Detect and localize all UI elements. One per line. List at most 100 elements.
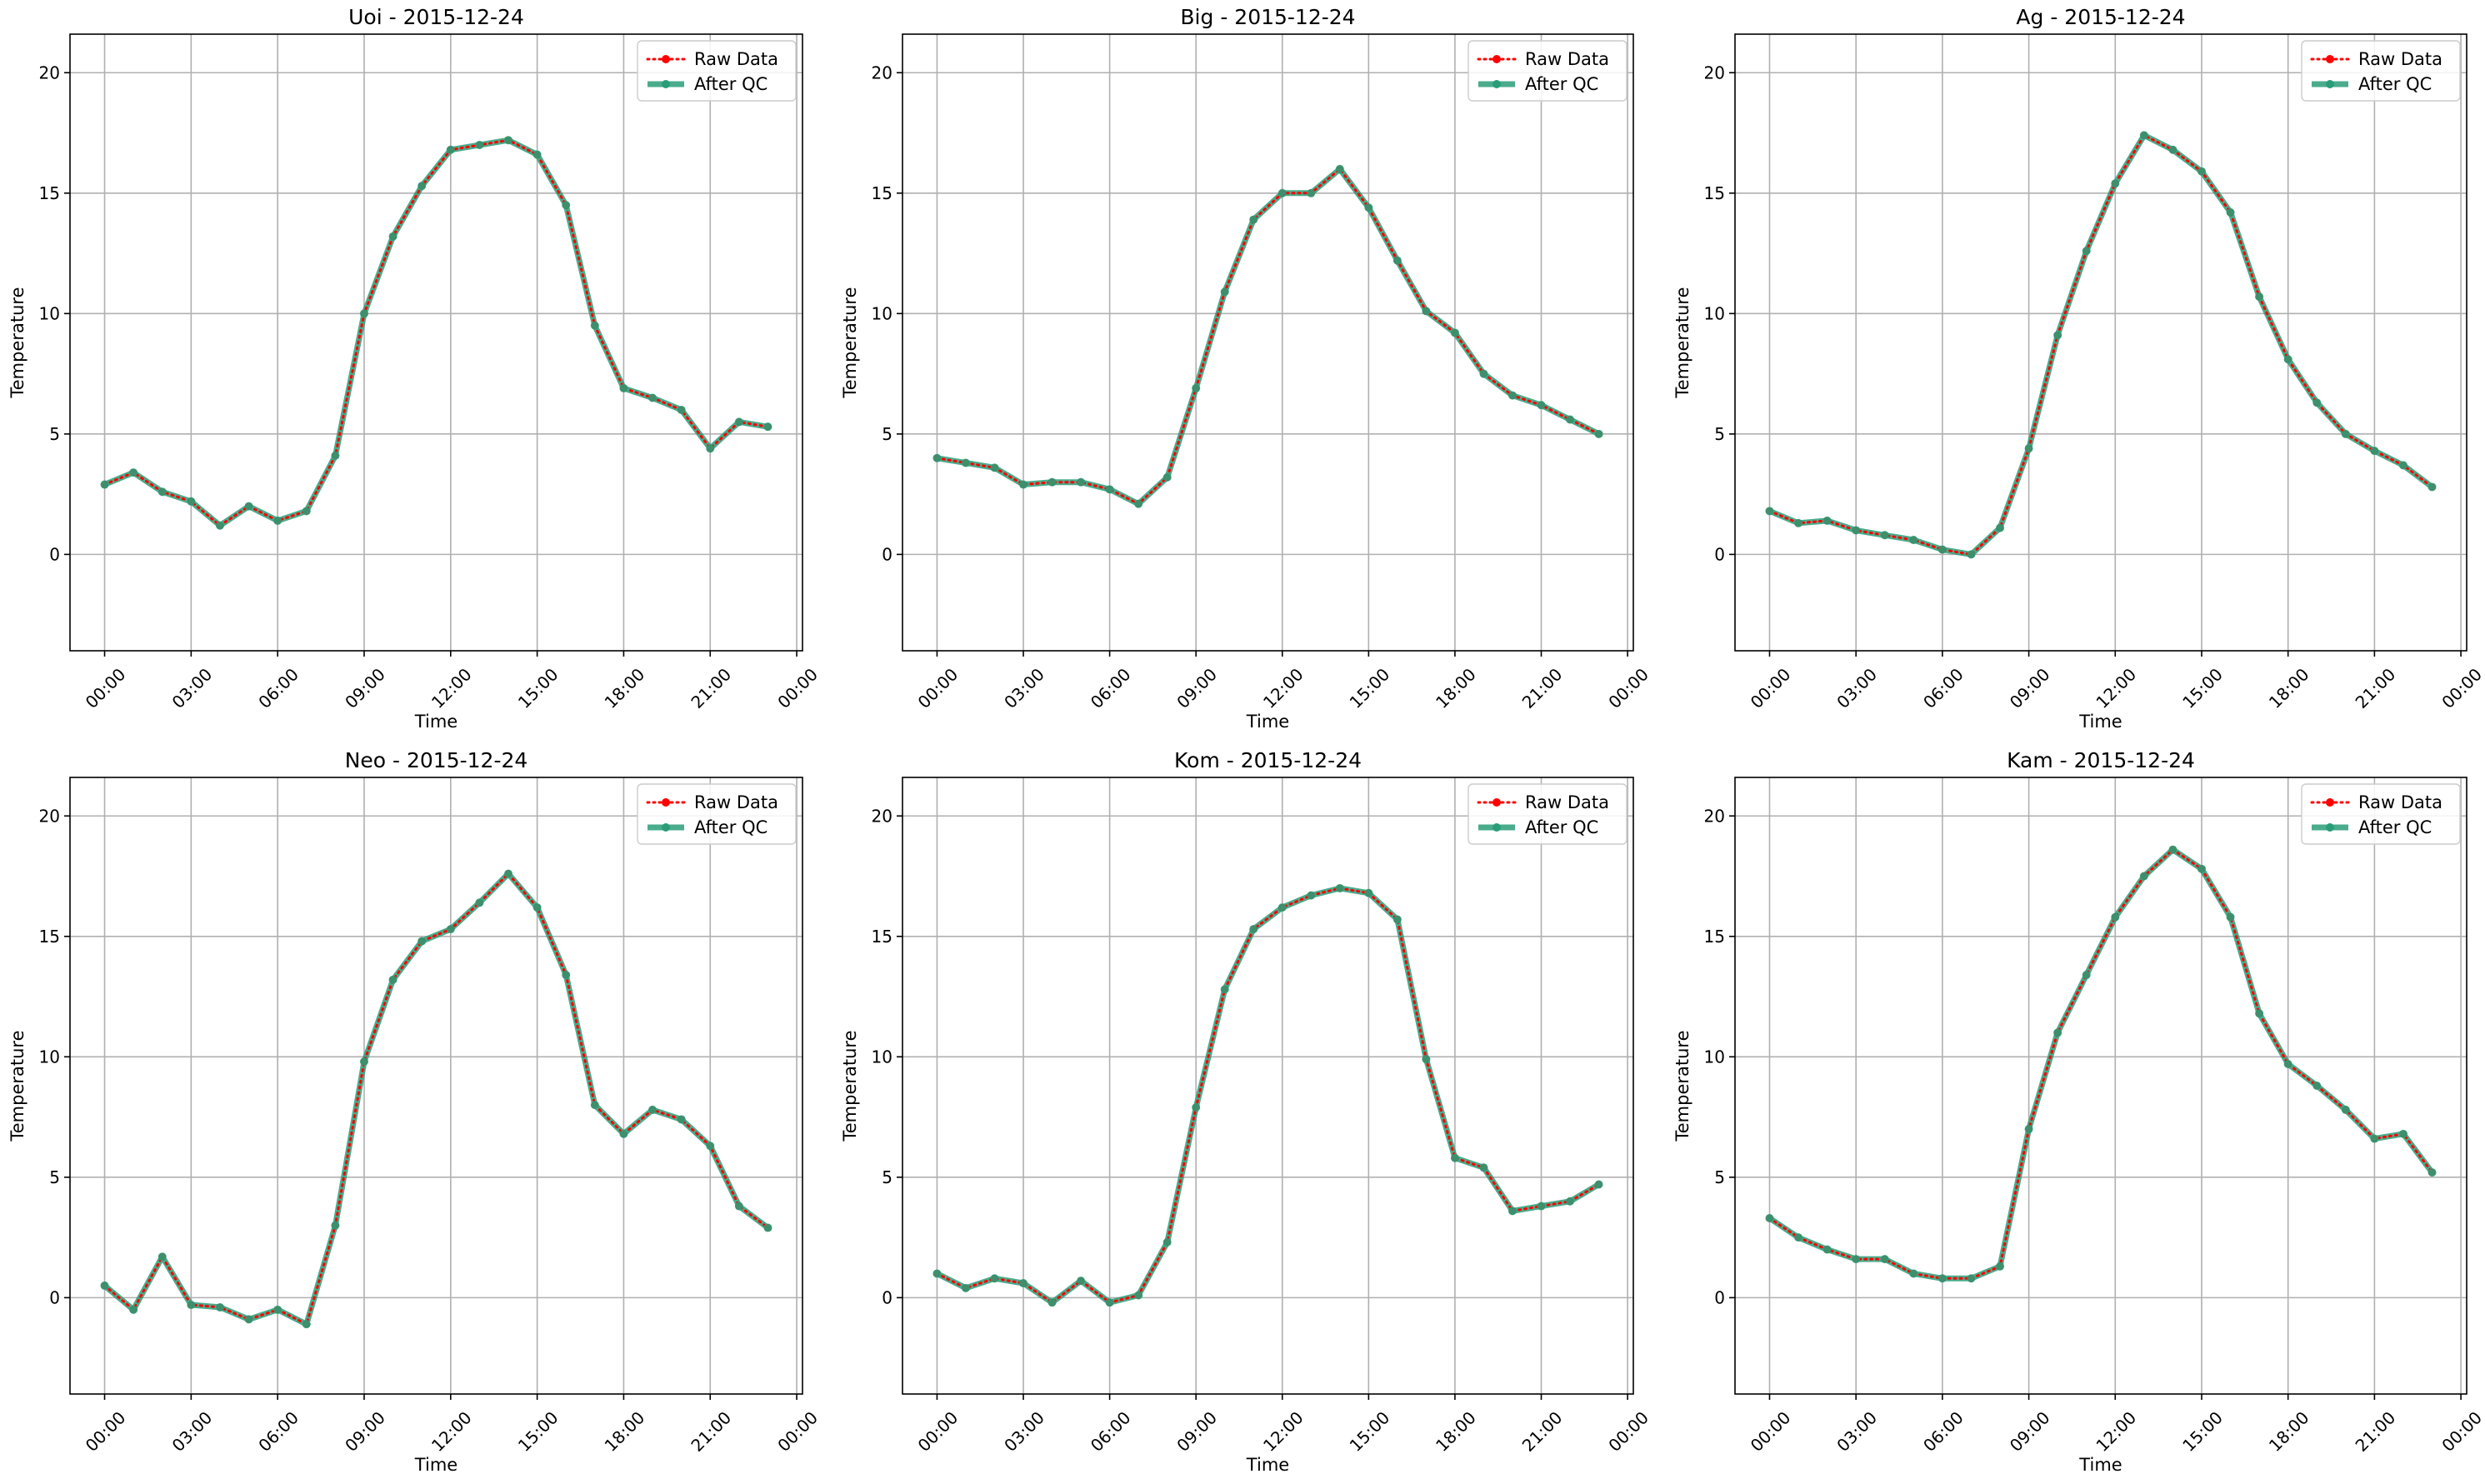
data-point-after-qc (1335, 164, 1344, 173)
x-tick-label: 15:00 (2178, 664, 2227, 712)
data-point-after-qc (2341, 429, 2350, 438)
x-tick-label: 00:00 (914, 1407, 962, 1456)
x-tick-label: 18:00 (2265, 664, 2313, 712)
chart-title: Neo - 2015-12-24 (345, 748, 528, 772)
series-line-after-qc (936, 166, 1601, 507)
y-tick-label: 10 (39, 303, 60, 323)
data-point-after-qc (2024, 444, 2033, 453)
data-point-after-qc (273, 1305, 282, 1314)
data-point-after-qc (2370, 1134, 2379, 1143)
data-point-after-qc (1278, 903, 1287, 912)
x-tick-label: 15:00 (2178, 1407, 2227, 1456)
data-point-after-qc (244, 1315, 253, 1324)
data-point-after-qc (2255, 1009, 2264, 1018)
data-point-after-qc (1594, 429, 1603, 438)
data-point-after-qc (2139, 872, 2148, 881)
legend-marker-raw-data (2326, 55, 2334, 63)
x-tick-label: 06:00 (1087, 1407, 1135, 1456)
data-point-after-qc (2312, 1082, 2322, 1090)
y-tick-label: 20 (872, 806, 892, 826)
data-point-after-qc (475, 898, 484, 907)
data-point-after-qc (215, 1302, 224, 1312)
data-point-after-qc (158, 487, 167, 497)
x-tick-label: 12:00 (428, 1407, 476, 1456)
subplot-5: 00:00 03:00 06:00 09:00 12:00 15:00 18:00 21:00… (1672, 748, 2485, 1475)
data-point-after-qc (418, 937, 427, 946)
data-point-after-qc (2168, 145, 2178, 154)
data-point-after-qc (706, 1142, 715, 1151)
data-point-after-qc (1019, 480, 1028, 489)
y-tick-label: 10 (872, 303, 892, 323)
legend-label-after-qc: After QC (2358, 817, 2432, 837)
grid (70, 34, 802, 651)
y-tick-label: 15 (872, 927, 892, 947)
x-tick-label: 00:00 (2438, 1407, 2485, 1456)
data-point-after-qc (302, 1320, 311, 1329)
x-tick-label: 18:00 (2265, 1407, 2313, 1456)
data-point-after-qc (359, 1057, 368, 1067)
data-point-after-qc (1479, 369, 1488, 378)
x-tick-label: 09:00 (341, 664, 389, 712)
y-tick-label: 10 (1704, 303, 1725, 323)
series-line-after-qc (1768, 132, 2434, 557)
y-tick-label: 20 (39, 62, 60, 82)
data-point-after-qc (244, 502, 253, 511)
legend-label-after-qc: After QC (694, 817, 768, 837)
y-axis-label: Temperature (840, 287, 860, 398)
x-tick-label: 15:00 (514, 1407, 562, 1456)
legend-marker-raw-data (1492, 55, 1501, 63)
data-point-after-qc (677, 405, 686, 414)
data-point-after-qc (590, 321, 599, 330)
series-line-raw-data (1768, 133, 2433, 557)
axes-frame (69, 33, 803, 652)
data-point-after-qc (532, 150, 542, 159)
data-point-after-qc (1880, 1255, 1889, 1264)
data-point-after-qc (763, 422, 772, 432)
y-tick-label: 0 (1714, 544, 1725, 564)
data-point-after-qc (1105, 485, 1114, 494)
y-tick-label: 5 (882, 1167, 892, 1187)
legend: Raw Data After QC (2301, 783, 2461, 845)
legend-marker-after-qc (662, 823, 670, 832)
legend-marker-raw-data (1492, 798, 1501, 807)
y-tick-label: 0 (49, 544, 60, 564)
x-tick-label: 00:00 (773, 664, 822, 712)
data-point-after-qc (2428, 482, 2437, 492)
data-point-after-qc (504, 136, 513, 145)
series-line-raw-data (935, 167, 1601, 506)
x-tick-label: 00:00 (1747, 1407, 1795, 1456)
x-axis-label: Time (414, 712, 458, 732)
data-point-after-qc (619, 383, 628, 392)
legend-label-after-qc: After QC (2358, 74, 2432, 94)
data-point-after-qc (1996, 1262, 2005, 1271)
data-point-after-qc (961, 458, 970, 467)
axes-frame (1734, 777, 2468, 1395)
data-point-after-qc (1450, 328, 1459, 337)
y-axis-label: Temperature (1672, 1030, 1692, 1142)
x-axis-label: Time (1246, 712, 1289, 732)
x-tick-label: 15:00 (1346, 664, 1394, 712)
data-point-after-qc (648, 1105, 658, 1114)
data-point-after-qc (1880, 531, 1889, 540)
y-tick-label: 5 (1714, 424, 1725, 444)
x-tick-label: 06:00 (1919, 664, 1968, 712)
chart-title: Kom - 2015-12-24 (1174, 748, 1362, 772)
chart-title: Ag - 2015-12-24 (2016, 5, 2185, 29)
x-tick-label: 00:00 (773, 1407, 822, 1456)
data-point-after-qc (1508, 391, 1517, 400)
x-tick-label: 12:00 (2092, 1407, 2140, 1456)
subplot-1: 00:00 03:00 06:00 09:00 12:00 15:00 18:00 21:00… (840, 5, 1652, 732)
legend-marker-after-qc (2326, 80, 2334, 88)
data-point-after-qc (1852, 1255, 1861, 1264)
legend: Raw Data After QC (1468, 40, 1628, 102)
data-point-after-qc (1307, 188, 1316, 197)
x-tick-label: 00:00 (82, 664, 130, 712)
x-tick-label: 03:00 (168, 664, 217, 712)
data-point-after-qc (1077, 477, 1086, 487)
data-point-after-qc (532, 903, 542, 912)
x-tick-label: 09:00 (2006, 664, 2054, 712)
axes-frame (69, 777, 803, 1395)
data-point-after-qc (158, 1252, 167, 1262)
data-point-after-qc (446, 925, 455, 934)
data-point-after-qc (590, 1101, 599, 1110)
